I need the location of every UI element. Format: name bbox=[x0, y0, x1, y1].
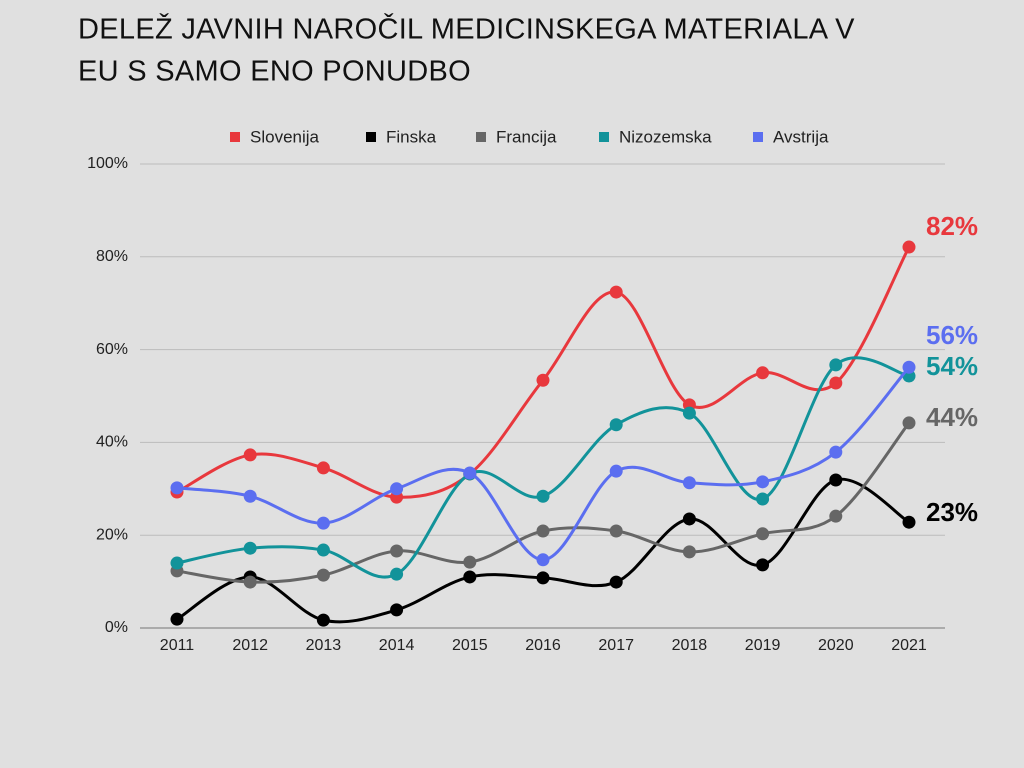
data-label: 44% bbox=[926, 402, 978, 432]
x-tick-label: 2019 bbox=[745, 637, 781, 654]
x-tick-label: 2011 bbox=[160, 637, 195, 654]
x-tick-label: 2018 bbox=[672, 637, 708, 654]
data-point bbox=[756, 527, 770, 541]
data-label: 54% bbox=[926, 351, 978, 381]
data-point bbox=[536, 373, 550, 387]
data-point bbox=[243, 575, 257, 589]
y-tick-label: 20% bbox=[96, 526, 128, 543]
data-point bbox=[390, 544, 404, 558]
legend-label: Finska bbox=[386, 127, 437, 146]
data-point bbox=[536, 553, 550, 567]
x-tick-label: 2015 bbox=[452, 637, 488, 654]
data-point bbox=[243, 489, 257, 503]
legend-swatch bbox=[366, 132, 376, 142]
chart-title: EU S SAMO ENO PONUDBO bbox=[78, 56, 471, 88]
data-point bbox=[390, 482, 404, 496]
data-point bbox=[756, 492, 770, 506]
data-point bbox=[682, 406, 696, 420]
data-point bbox=[756, 558, 770, 572]
y-tick-label: 40% bbox=[96, 434, 128, 451]
data-point bbox=[463, 570, 477, 584]
data-point bbox=[316, 516, 330, 530]
x-tick-label: 2012 bbox=[232, 637, 268, 654]
x-tick-label: 2016 bbox=[525, 637, 561, 654]
data-point bbox=[170, 612, 184, 626]
data-point bbox=[829, 509, 843, 523]
legend-label: Avstrija bbox=[773, 127, 829, 146]
legend-label: Nizozemska bbox=[619, 127, 712, 146]
data-point bbox=[609, 464, 623, 478]
data-label: 23% bbox=[926, 497, 978, 527]
data-point bbox=[316, 568, 330, 582]
data-point bbox=[536, 524, 550, 538]
data-point bbox=[609, 524, 623, 538]
data-point bbox=[609, 285, 623, 299]
x-tick-label: 2020 bbox=[818, 637, 854, 654]
data-point bbox=[902, 416, 916, 430]
data-point bbox=[609, 418, 623, 432]
data-point bbox=[243, 448, 257, 462]
data-point bbox=[756, 475, 770, 489]
data-point bbox=[390, 603, 404, 617]
data-point bbox=[756, 366, 770, 380]
y-tick-label: 0% bbox=[105, 619, 128, 636]
data-point bbox=[170, 556, 184, 570]
x-tick-label: 2014 bbox=[379, 637, 415, 654]
x-tick-label: 2013 bbox=[306, 637, 342, 654]
data-point bbox=[390, 567, 404, 581]
data-label: 82% bbox=[926, 211, 978, 241]
data-point bbox=[902, 240, 916, 254]
y-tick-label: 80% bbox=[96, 248, 128, 265]
legend-swatch bbox=[599, 132, 609, 142]
series-line bbox=[176, 356, 910, 579]
legend-label: Slovenija bbox=[250, 127, 320, 146]
data-point bbox=[829, 376, 843, 390]
x-tick-label: 2021 bbox=[891, 637, 927, 654]
data-label: 56% bbox=[926, 320, 978, 350]
data-point bbox=[829, 358, 843, 372]
data-point bbox=[316, 613, 330, 627]
legend-swatch bbox=[476, 132, 486, 142]
data-point bbox=[682, 512, 696, 526]
series-line bbox=[176, 477, 910, 624]
y-tick-label: 60% bbox=[96, 341, 128, 358]
data-point bbox=[316, 543, 330, 557]
data-point bbox=[536, 571, 550, 585]
data-point bbox=[682, 545, 696, 559]
data-point bbox=[609, 575, 623, 589]
data-point bbox=[170, 481, 184, 495]
legend-swatch bbox=[230, 132, 240, 142]
legend-label: Francija bbox=[496, 127, 557, 146]
data-point bbox=[829, 473, 843, 487]
data-point bbox=[463, 555, 477, 569]
data-point bbox=[463, 466, 477, 480]
chart-title: DELEŽ JAVNIH NAROČIL MEDICINSKEGA MATERI… bbox=[78, 12, 855, 46]
data-point bbox=[902, 515, 916, 529]
data-point bbox=[829, 445, 843, 459]
data-point bbox=[902, 360, 916, 374]
data-point bbox=[682, 476, 696, 490]
x-tick-label: 2017 bbox=[598, 637, 634, 654]
data-point bbox=[316, 461, 330, 475]
legend-swatch bbox=[753, 132, 763, 142]
data-point bbox=[536, 489, 550, 503]
series-line bbox=[176, 246, 911, 499]
y-tick-label: 100% bbox=[87, 155, 128, 172]
data-point bbox=[243, 541, 257, 555]
